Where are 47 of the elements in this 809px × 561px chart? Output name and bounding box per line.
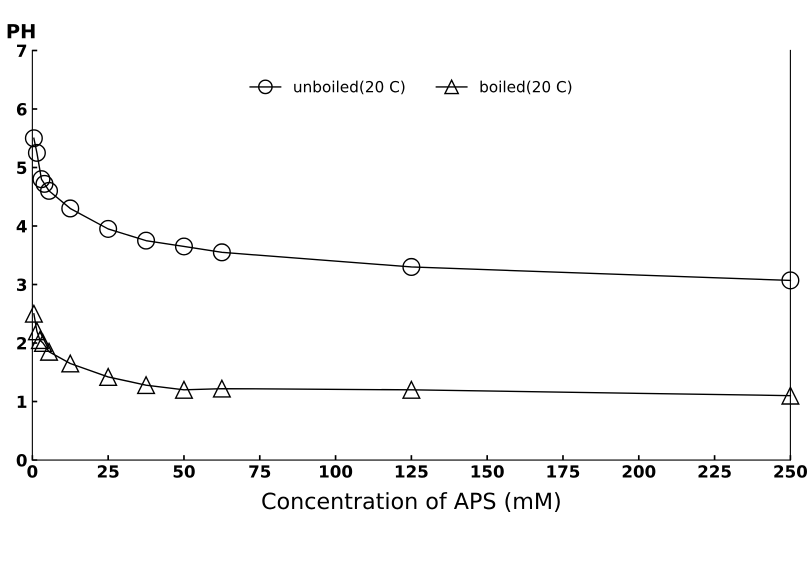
x-tick-label: 225 <box>698 465 731 478</box>
point <box>99 220 118 238</box>
point <box>137 376 156 394</box>
point <box>24 304 43 323</box>
y-tick-label: 3 <box>17 278 26 292</box>
point <box>137 232 156 250</box>
x-tick-label: 250 <box>774 465 807 478</box>
x-tick-label: 100 <box>320 465 352 478</box>
x-tick-label: 0 <box>27 465 38 478</box>
x-tick-label: 50 <box>174 465 195 478</box>
point <box>61 354 80 373</box>
point <box>35 174 54 193</box>
point <box>61 199 80 218</box>
x-tick-label: 175 <box>547 465 580 478</box>
y-tick-label: 7 <box>17 44 26 57</box>
point <box>32 170 50 188</box>
x-tick-label: 200 <box>622 465 656 478</box>
point <box>40 342 58 361</box>
legend-label: boiled(20 C) <box>480 80 572 94</box>
point <box>40 182 58 200</box>
point <box>30 331 49 350</box>
y-tick-label: 1 <box>18 396 26 408</box>
x-axis-title: Concentration of APS (mM) <box>262 492 560 512</box>
y-tick-label: 2 <box>17 336 26 350</box>
point <box>174 380 193 399</box>
y-tick-label: 0 <box>16 454 27 467</box>
point <box>402 258 420 276</box>
point <box>781 386 800 405</box>
y-tick-label: 5 <box>17 162 26 174</box>
point <box>24 129 43 148</box>
point <box>212 243 231 262</box>
point <box>28 144 46 162</box>
point <box>174 237 193 256</box>
y-tick-label: 6 <box>16 102 27 116</box>
y-tick-label: 4 <box>16 220 27 232</box>
point <box>781 271 800 290</box>
point <box>34 334 52 352</box>
y-axis-title: PH <box>8 24 35 38</box>
point <box>402 380 420 399</box>
legend-label: unboiled(20 C) <box>294 80 404 94</box>
point <box>28 322 46 340</box>
x-tick-label: 75 <box>249 465 270 478</box>
x-tick-label: 125 <box>396 465 428 478</box>
point <box>212 380 231 398</box>
x-tick-label: 150 <box>472 465 504 478</box>
point <box>99 368 118 386</box>
x-tick-label: 25 <box>98 465 119 478</box>
